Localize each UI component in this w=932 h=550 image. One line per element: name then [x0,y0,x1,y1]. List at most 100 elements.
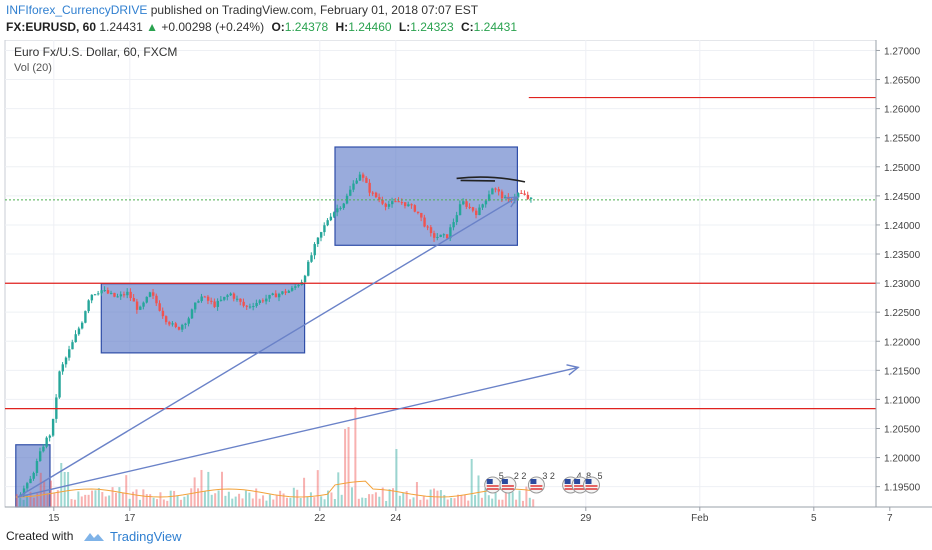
candle-body [268,294,271,299]
candle-body [365,177,368,183]
volume-bar [402,492,405,507]
candle-body [465,201,468,207]
candle-body [429,227,433,234]
plot-area [4,39,877,508]
volume-bar [409,499,412,507]
candle-body [439,234,442,237]
candle-body [494,188,497,190]
volume-bar [186,494,189,507]
volume-bar [344,429,347,507]
volume-bar [415,481,418,507]
volume-bar [166,500,169,507]
volume-bar [511,492,514,507]
candle-body [48,435,52,438]
candle-body [378,197,381,200]
candle-body [523,193,526,195]
candle-body [323,225,326,233]
volume-bar [456,494,459,507]
volume-bar [77,491,80,507]
candle-body [504,196,507,199]
candle-body [316,237,320,245]
candle-body [71,342,74,350]
volume-bar [446,499,449,507]
candle-body [278,293,281,298]
candle-body [468,206,471,208]
volume-bar [498,499,501,507]
volume-bar [467,500,470,507]
trend-arrow-head-1 [505,196,519,208]
volume-bar [487,495,490,507]
volume-bar [87,494,90,507]
volume-bar [395,449,398,507]
candle-body [87,300,90,312]
flag-canton-icon [564,479,571,484]
candle-body [174,323,178,328]
volume-bar [504,479,507,507]
volume-bar [60,463,63,507]
volume-bar [135,489,138,507]
candle-body [190,309,194,319]
candle-body [426,226,429,228]
candle-body [345,195,349,204]
candle-body [326,220,329,226]
volume-bar [292,487,295,507]
candle-body [64,357,68,365]
volume-bar [26,495,29,507]
event-marker-count-2: 2 2 [514,471,527,481]
trend-arrow-head-2 [566,364,580,376]
volume-bar [84,494,87,507]
candle-body [358,174,362,181]
candle-body [271,293,274,295]
candle-body [145,296,148,303]
candle-body [303,275,307,283]
volume-bar [104,496,107,507]
volume-bar [521,500,524,507]
volume-bar [368,494,371,507]
candle-body [484,200,488,205]
volume-bar [156,499,159,507]
volume-bar [238,493,241,507]
volume-bar [501,499,504,507]
volume-ma-line [15,480,533,498]
volume-bar [313,497,316,507]
volume-bar [15,494,18,507]
candle-body [132,298,136,302]
candle-body [397,201,400,203]
candle-body [248,306,252,308]
candle-body [310,255,313,262]
candle-body [342,203,345,208]
time-tick-label: 17 [124,513,136,524]
volume-bar [22,499,25,507]
change-text: +0.00298 (+0.24%) [161,20,265,34]
author-link[interactable]: INFIforex_CurrencyDRIVE [6,3,148,17]
tradingview-logo-icon [84,533,104,541]
high-value: 1.24460 [348,20,392,34]
last-price: 1.24431 [99,20,143,34]
flag-canton-icon [585,479,592,484]
volume-bar [262,495,265,507]
volume-bar [207,471,210,507]
candle-body [349,189,352,196]
volume-bar [152,497,155,507]
trend-arrows[interactable] [17,176,580,498]
tradingview-brand[interactable]: TradingView [110,529,182,544]
price-tick-label: 1.25000 [884,163,921,174]
volume-bar [477,475,480,507]
annotation-boxes[interactable] [15,146,518,508]
chart-header: INFIforex_CurrencyDRIVE published on Tra… [0,0,932,40]
volume-bar [398,495,401,507]
flag-canton-icon [574,479,581,484]
candle-body [255,302,258,307]
time-tick-label: 7 [887,513,893,524]
volume-bar [289,497,292,507]
candle-body [287,290,291,293]
volume-bar [56,490,59,507]
volume-bar [371,494,374,507]
candle-body [329,216,333,221]
volume-bar [39,472,42,507]
candle-body [210,300,213,302]
candle-body [400,202,404,204]
